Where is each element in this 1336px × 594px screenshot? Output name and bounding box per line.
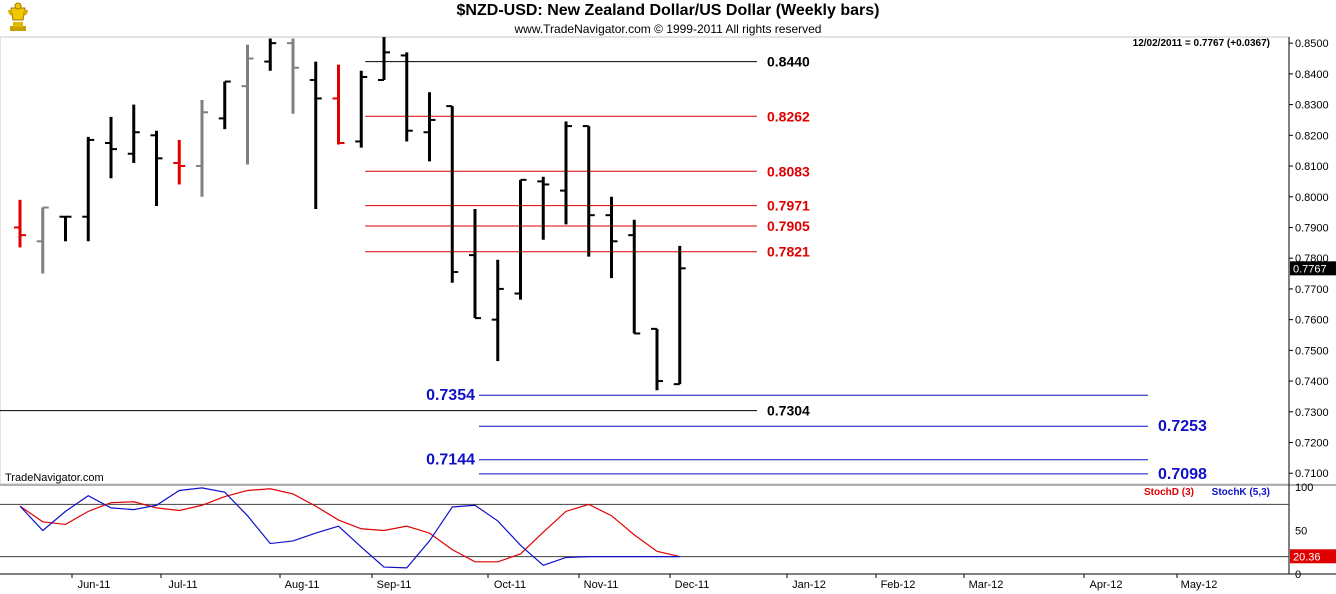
x-tick-label: Jul-11 bbox=[168, 579, 197, 591]
last-price-label: 0.7767 bbox=[1293, 263, 1327, 275]
chart-title: $NZD-USD: New Zealand Dollar/US Dollar (… bbox=[456, 2, 880, 19]
stoch-y-tick-label: 50 bbox=[1295, 526, 1307, 538]
stoch-value-label: 20.36 bbox=[1293, 551, 1321, 563]
x-tick-label: Oct-11 bbox=[494, 579, 526, 591]
level-label: 0.8262 bbox=[767, 108, 810, 124]
chart-header: $NZD-USD: New Zealand Dollar/US Dollar (… bbox=[0, 0, 1336, 38]
stoch-series-line bbox=[19, 487, 680, 569]
level-label: 0.7905 bbox=[767, 218, 810, 234]
stoch-y-tick-label: 0 bbox=[1295, 569, 1301, 581]
y-tick-label: 0.8300 bbox=[1295, 100, 1329, 112]
gold-trophy-logo-icon bbox=[4, 2, 32, 34]
y-tick-label: 0.7500 bbox=[1295, 345, 1329, 357]
x-tick-label: Jan-12 bbox=[792, 579, 826, 591]
price-panel-frame bbox=[0, 36, 1290, 485]
last-price-marker bbox=[1290, 261, 1336, 276]
legend-stoch-k: StochK (5,3) bbox=[1212, 487, 1270, 498]
level-label: 0.7304 bbox=[767, 403, 810, 419]
x-tick-label: May-12 bbox=[1181, 579, 1218, 591]
level-label: 0.7144 bbox=[426, 452, 475, 469]
level-label: 0.7971 bbox=[767, 198, 810, 214]
legend-stoch-d: StochD (3) bbox=[1144, 487, 1194, 498]
y-tick-label: 0.7600 bbox=[1295, 315, 1329, 327]
level-label: 0.7354 bbox=[426, 387, 475, 404]
x-tick-label: Jun-11 bbox=[78, 579, 111, 591]
y-tick-label: 0.7100 bbox=[1295, 468, 1329, 480]
stoch-value-marker bbox=[1290, 549, 1336, 564]
x-tick-label: Mar-12 bbox=[969, 579, 1004, 591]
watermark-text: TradeNavigator.com bbox=[5, 472, 104, 484]
x-tick-label: Nov-11 bbox=[584, 579, 619, 591]
y-tick-label: 0.7700 bbox=[1295, 284, 1329, 296]
level-label: 0.7253 bbox=[1158, 418, 1207, 435]
y-tick-label: 0.8400 bbox=[1295, 69, 1329, 81]
level-label: 0.8083 bbox=[767, 163, 810, 179]
x-tick-label: Aug-11 bbox=[285, 579, 320, 591]
x-tick-label: Sep-11 bbox=[377, 579, 412, 591]
stoch-y-tick-label: 100 bbox=[1295, 482, 1313, 494]
y-tick-label: 0.7300 bbox=[1295, 407, 1329, 419]
copyright-notice: www.TradeNavigator.com © 1999-2011 All r… bbox=[514, 22, 822, 36]
x-tick-label: Apr-12 bbox=[1089, 579, 1122, 591]
y-tick-label: 0.8100 bbox=[1295, 161, 1329, 173]
y-tick-label: 0.8500 bbox=[1295, 38, 1329, 50]
stoch-series-line bbox=[19, 488, 680, 563]
y-tick-label: 0.8200 bbox=[1295, 130, 1329, 142]
level-label: 0.7098 bbox=[1158, 466, 1207, 483]
y-tick-label: 0.7900 bbox=[1295, 222, 1329, 234]
x-tick-label: Dec-11 bbox=[675, 579, 710, 591]
level-label: 0.7821 bbox=[767, 244, 810, 260]
y-tick-label: 0.7400 bbox=[1295, 376, 1329, 388]
y-tick-label: 0.7200 bbox=[1295, 438, 1329, 450]
x-tick-label: Feb-12 bbox=[881, 579, 916, 591]
last-quote-text: 12/02/2011 = 0.7767 (+0.0367) bbox=[1133, 38, 1270, 49]
level-label: 0.8440 bbox=[767, 54, 810, 70]
y-tick-label: 0.8000 bbox=[1295, 192, 1329, 204]
